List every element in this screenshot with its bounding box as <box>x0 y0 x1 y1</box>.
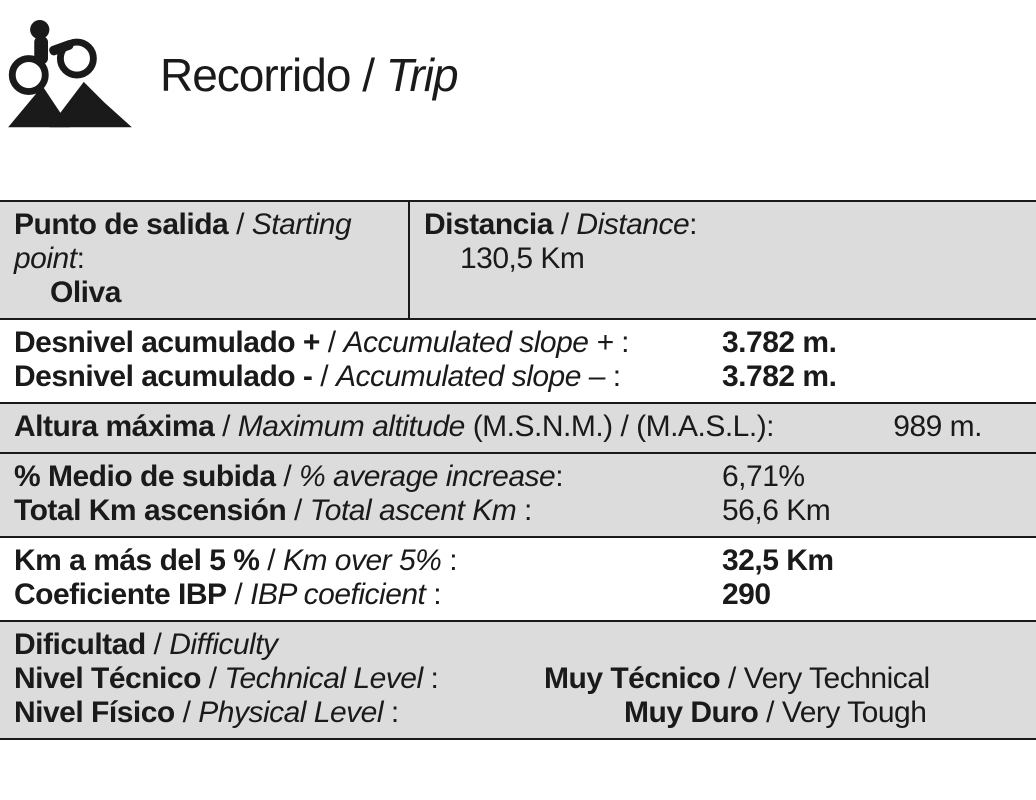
start-value: Oliva <box>14 276 394 310</box>
row-altitude: Altura máxima / Maximum altitude (M.S.N.… <box>0 404 1036 454</box>
cell-start: Punto de salida / Starting point: Oliva <box>0 202 410 318</box>
trip-table: Punto de salida / Starting point: Oliva … <box>0 200 1036 740</box>
cyclist-mountain-icon <box>0 20 140 130</box>
row-avg-ascent: % Medio de subida / % average increase: … <box>0 454 1036 538</box>
physical-level-value: Muy Duro / Very Tough <box>534 696 1022 730</box>
page-title: Recorrido / Trip <box>160 48 458 102</box>
altitude-value: 989 m. <box>893 410 1022 444</box>
row-km5-ibp: Km a más del 5 % / Km over 5% : 32,5 Km … <box>0 538 1036 622</box>
cell-distance: Distancia / Distance: 130,5 Km <box>410 202 1036 318</box>
title-en: Trip <box>386 49 458 101</box>
distance-value: 130,5 Km <box>424 242 1022 276</box>
row-start-distance: Punto de salida / Starting point: Oliva … <box>0 200 1036 320</box>
avg-increase-value: 6,71% <box>722 460 1022 494</box>
ibp-value: 290 <box>722 578 1022 612</box>
row-difficulty: Dificultad / Difficulty Nivel Técnico / … <box>0 622 1036 740</box>
km-over-5-value: 32,5 Km <box>722 544 1022 578</box>
slope-dn-value: 3.782 m. <box>722 360 1022 394</box>
technical-level-value: Muy Técnico / Very Technical <box>534 662 1022 696</box>
total-ascent-value: 56,6 Km <box>722 494 1022 528</box>
slope-up-value: 3.782 m. <box>722 326 1022 360</box>
header: Recorrido / Trip <box>0 0 1036 140</box>
title-es: Recorrido <box>160 49 350 101</box>
row-slopes: Desnivel acumulado + / Accumulated slope… <box>0 320 1036 404</box>
